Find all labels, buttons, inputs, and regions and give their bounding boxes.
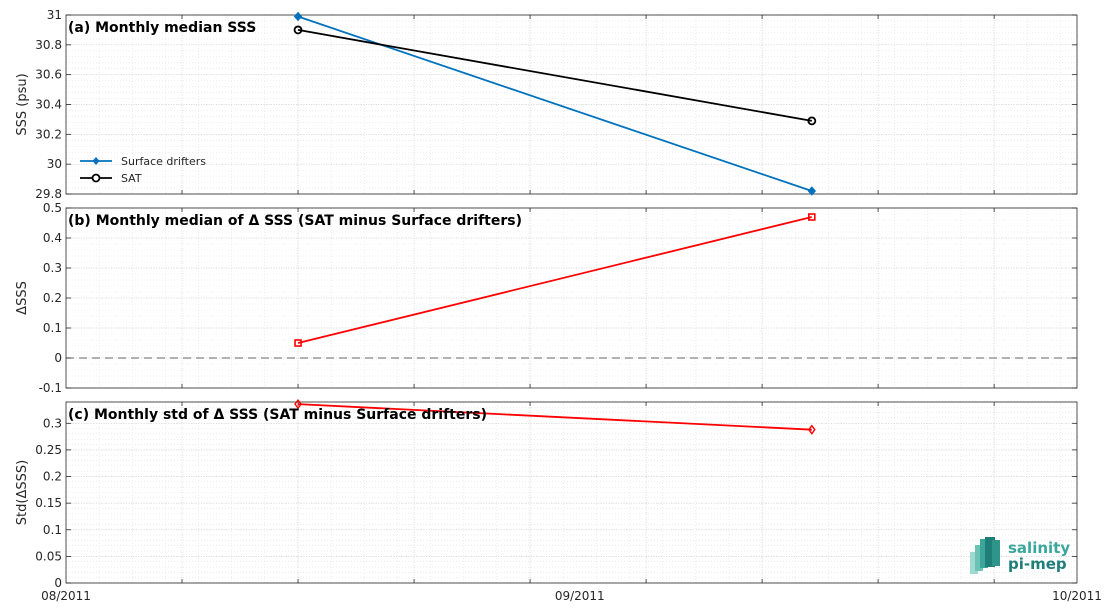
data-point	[294, 339, 302, 347]
y-tick-label: 0.05	[35, 549, 62, 563]
y-tick-label: 0.15	[35, 496, 62, 510]
data-point	[807, 424, 816, 435]
panel-title: (b) Monthly median of Δ SSS (SAT minus S…	[68, 213, 522, 229]
data-point	[294, 398, 302, 410]
series-line-c	[297, 403, 812, 431]
y-tick-label: 30.6	[35, 68, 62, 82]
y-tick-label: 0.2	[43, 291, 62, 305]
y-tick-label: 0.1	[43, 321, 62, 335]
y-tick-label: 30.2	[35, 127, 62, 141]
y-tick-label: -0.1	[39, 381, 62, 395]
legend-entry: SAT	[121, 172, 142, 185]
panel-title: (c) Monthly std of Δ SSS (SAT minus Surf…	[68, 407, 487, 423]
y-tick-label: 0.3	[43, 261, 62, 275]
y-tick-label: 0.25	[35, 443, 62, 457]
y-tick-label: 0.5	[43, 201, 62, 215]
data-point	[808, 213, 816, 221]
y-tick-label: 0.2	[43, 470, 62, 484]
panel-c: 0 0.05 0.1 0.15 0.2 0.25 0.3 Std(ΔSSS) (c) Month…	[15, 398, 1102, 603]
x-tick-label: 09/2011	[555, 589, 605, 603]
y-tick-label: 30.4	[35, 98, 62, 112]
y-tick-label: 30	[47, 157, 62, 171]
y-axis-label: Std(ΔSSS)	[15, 460, 30, 525]
y-tick-label: 0.4	[43, 231, 62, 245]
series-line-b	[297, 216, 813, 344]
series-line-sat	[297, 29, 812, 122]
panel-title: (a) Monthly median SSS	[68, 20, 256, 36]
x-tick-label: 08/2011	[41, 589, 91, 603]
y-tick-label: 0	[54, 576, 62, 590]
data-point	[807, 116, 817, 126]
x-tick-label: 10/2011	[1052, 589, 1102, 603]
data-point	[807, 186, 816, 196]
y-tick-label: 0	[54, 351, 62, 365]
data-point	[293, 11, 303, 22]
logo-line2: pi-mep	[1008, 555, 1067, 573]
salinity-pi-mep-logo: salinity pi-mep	[970, 537, 1070, 574]
y-tick-label: 29.8	[35, 187, 62, 201]
y-tick-label: 0.1	[43, 523, 62, 537]
axes-box	[65, 401, 1078, 584]
data-point	[293, 25, 303, 35]
legend-marker	[92, 157, 100, 165]
y-axis-label: ΔSSS	[15, 281, 30, 315]
y-tick-label: 30.8	[35, 38, 62, 52]
y-axis-label: SSS (psu)	[15, 73, 30, 135]
panel-b: -0.1 0 0.1 0.2 0.3 0.4 0.5 ΔSSS (b) Monthly medi…	[15, 201, 1078, 395]
y-tick-label: 0.3	[43, 416, 62, 430]
legend-entry: Surface drifters	[121, 155, 206, 168]
panel-a: 29.8 30 30.2 30.4 30.6 30.8 31 SSS (psu) (a) Mon…	[15, 8, 1078, 201]
legend-marker	[91, 173, 101, 183]
logo-line1: salinity	[1008, 539, 1070, 557]
logo-waves-icon	[970, 537, 1000, 574]
y-tick-label: 31	[47, 8, 62, 22]
